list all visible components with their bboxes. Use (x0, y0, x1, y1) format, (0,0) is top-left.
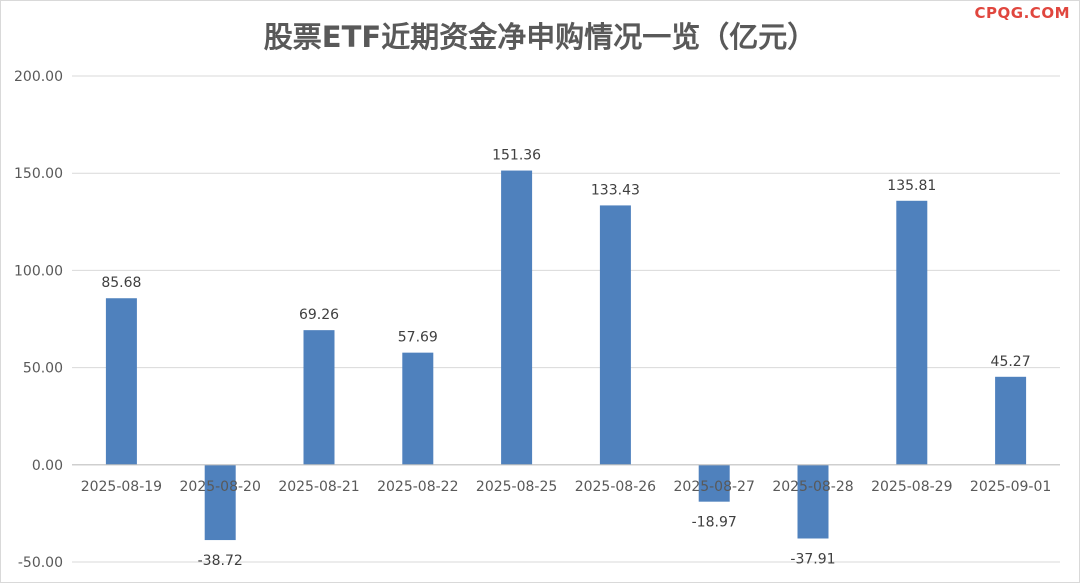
x-tick-label: 2025-08-26 (575, 479, 656, 495)
bar (995, 376, 1027, 465)
y-axis-ticks: 200.00 150.00 100.00 50.00 0.00 -50.00 (14, 69, 63, 571)
y-tick-label: -50.00 (18, 555, 63, 571)
y-tick-label: 50.00 (23, 361, 63, 377)
x-tick-label: 2025-08-29 (871, 479, 952, 495)
y-tick-label: 150.00 (14, 166, 63, 182)
x-tick-label: 2025-08-20 (180, 479, 261, 495)
x-tick-label: 2025-08-19 (81, 479, 162, 495)
data-label: 85.68 (101, 275, 141, 291)
bar (105, 298, 137, 465)
data-label: 57.69 (398, 330, 438, 346)
x-axis-ticks: 2025-08-19 2025-08-20 2025-08-21 2025-08-22… (81, 479, 1052, 495)
data-labels: 85.68 -38.72 69.26 57.69 151.36 133.43 -18.97 -… (101, 148, 1030, 570)
x-tick-label: 2025-08-25 (476, 479, 557, 495)
gridlines (72, 75, 1060, 563)
bar (402, 352, 434, 465)
data-label: 69.26 (299, 307, 339, 323)
y-tick-label: 100.00 (14, 263, 63, 279)
bar (797, 464, 829, 539)
y-tick-label: 0.00 (32, 458, 63, 474)
x-tick-label: 2025-09-01 (970, 479, 1051, 495)
x-tick-label: 2025-08-21 (278, 479, 359, 495)
bar (204, 464, 236, 541)
data-label: -37.91 (790, 551, 835, 567)
bar (698, 464, 730, 502)
chart-title: 股票ETF近期资金净申购情况一览（亿元） (263, 20, 817, 54)
bars (105, 170, 1027, 541)
bar (501, 170, 533, 465)
x-tick-label: 2025-08-27 (674, 479, 755, 495)
data-label: -38.72 (198, 553, 243, 569)
data-label: 135.81 (887, 178, 936, 194)
x-tick-label: 2025-08-28 (772, 479, 853, 495)
data-label: 133.43 (591, 182, 640, 198)
watermark: CPQG.COM (974, 4, 1070, 22)
bar (303, 330, 335, 465)
bar (599, 205, 631, 465)
bar (896, 200, 928, 465)
data-label: 151.36 (492, 148, 541, 164)
data-label: -18.97 (692, 515, 737, 531)
y-tick-label: 200.00 (14, 69, 63, 85)
x-tick-label: 2025-08-22 (377, 479, 458, 495)
data-label: 45.27 (991, 354, 1031, 370)
